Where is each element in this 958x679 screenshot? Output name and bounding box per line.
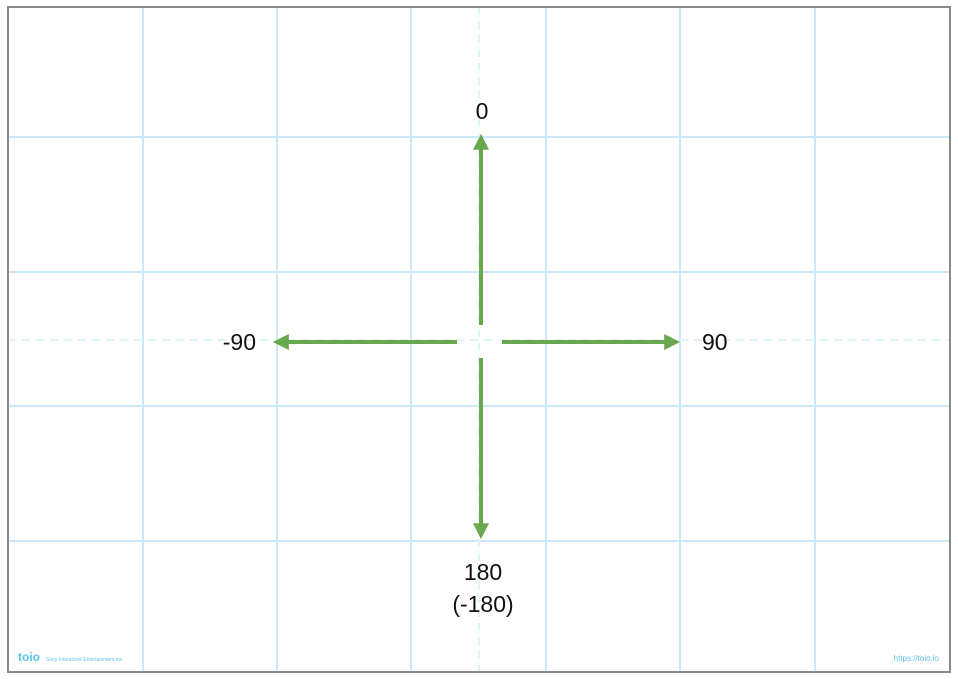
center-guides — [8, 7, 950, 672]
toio-logo: toio — [18, 650, 40, 664]
website-url: https://toio.io — [894, 654, 940, 663]
label-down: 180 — [464, 559, 502, 585]
label-up: 0 — [476, 98, 489, 124]
company-name: Sony Interactive Entertainment Inc. — [46, 657, 124, 663]
label-left: -90 — [223, 329, 256, 355]
label-down-alt: (-180) — [452, 591, 513, 617]
label-right: 90 — [702, 329, 728, 355]
direction-arrows — [272, 133, 681, 540]
mat-border — [7, 6, 951, 673]
